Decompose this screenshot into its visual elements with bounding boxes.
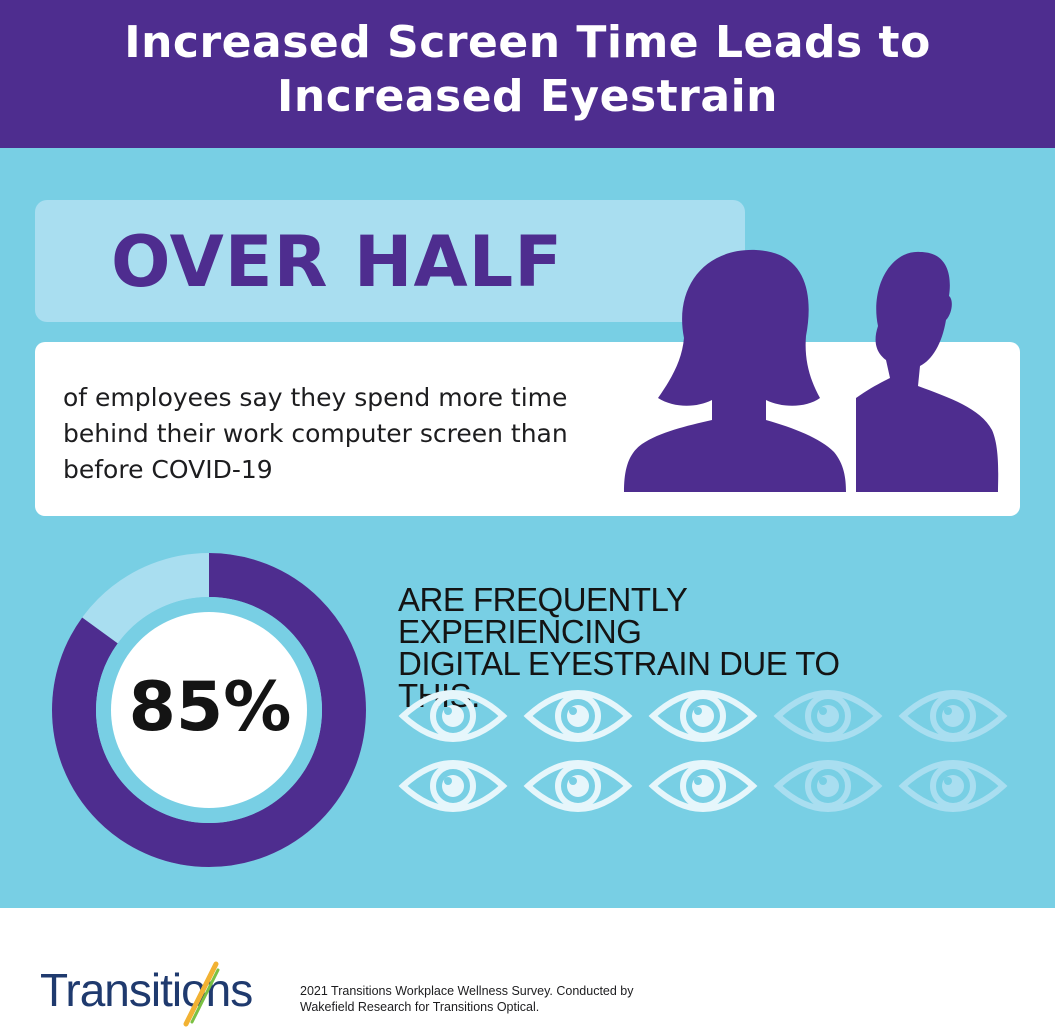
employees-statement: of employees say they spend more time be… (63, 383, 568, 484)
eyestrain-line-1: ARE FREQUENTLY EXPERIENCING (398, 581, 687, 650)
eyestrain-line-2: DIGITAL EYESTRAIN DUE TO THIS. (398, 645, 840, 714)
eye-icon (648, 690, 758, 742)
employees-statement-box: of employees say they spend more time be… (35, 342, 1020, 516)
source-note: 2021 Transitions Workplace Wellness Surv… (300, 984, 634, 1014)
over-half-headline: OVER HALF (111, 221, 564, 303)
logo-accent-slash-icon (183, 961, 220, 1027)
eye-icon (898, 690, 1008, 742)
eye-icon (898, 760, 1008, 812)
percentage-label: 85% (128, 668, 292, 747)
people-silhouette-icon (624, 249, 999, 492)
eye-icon (523, 690, 633, 742)
page-title-line-2: Increased Eyestrain (277, 71, 778, 122)
infographic-body: OVER HALF of employees say they spend mo… (0, 148, 1055, 908)
eye-icon (398, 760, 508, 812)
donut-center (111, 612, 307, 808)
over-half-banner: OVER HALF (35, 200, 745, 322)
eye-icon (523, 760, 633, 812)
page-title-line-1: Increased Screen Time Leads to (124, 17, 931, 68)
woman-silhouette (624, 249, 846, 492)
percentage-donut-chart (52, 553, 366, 867)
eye-icon (773, 760, 883, 812)
donut-progress-arc (52, 553, 366, 867)
eyestrain-statement: ARE FREQUENTLY EXPERIENCING DIGITAL EYES… (398, 581, 918, 714)
man-silhouette (856, 251, 999, 492)
eye-icon (773, 690, 883, 742)
eye-icon (398, 690, 508, 742)
title-banner: Increased Screen Time Leads to Increased… (0, 0, 1055, 148)
eye-icon-grid (398, 690, 1008, 812)
eye-icon (648, 760, 758, 812)
